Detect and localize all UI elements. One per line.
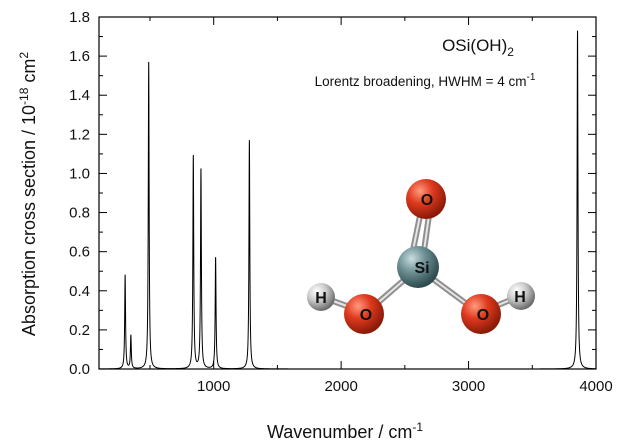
svg-text:O: O	[360, 307, 372, 324]
broadening-note: Lorentz broadening, HWHM = 4 cm-1	[315, 72, 536, 89]
x-tick-label: 3000	[452, 378, 485, 395]
atom-si: Si	[397, 246, 439, 288]
atom-o-left: O	[344, 294, 384, 334]
svg-text:Si: Si	[414, 260, 429, 277]
y-tick-label: 0.0	[69, 361, 90, 378]
y-tick-label: 0.2	[69, 322, 90, 339]
molecule-structure: H H O O O Si	[307, 179, 535, 334]
atom-h-right: H	[507, 282, 535, 310]
svg-text:H: H	[514, 289, 526, 306]
y-tick-label: 0.4	[69, 283, 90, 300]
x-axis-title: Wavenumber / cm-1	[267, 420, 423, 442]
x-tick-label: 1000	[197, 378, 230, 395]
svg-text:O: O	[477, 307, 489, 324]
y-tick-label: 1.6	[69, 48, 90, 65]
atom-o-right: O	[461, 294, 501, 334]
molecule-formula: OSi(OH)2	[442, 36, 514, 59]
y-tick-label: 0.8	[69, 205, 90, 222]
x-tick-label: 4000	[579, 378, 612, 395]
y-axis-ticks: 0.0 0.2 0.4 0.6 0.8 1.0 1.2 1.4 1.6 1.8	[69, 9, 596, 378]
x-tick-label: 2000	[324, 378, 357, 395]
svg-text:O: O	[421, 192, 433, 209]
plot-frame	[98, 16, 597, 370]
y-tick-label: 1.2	[69, 126, 90, 143]
x-axis-ticks: 1000 2000 3000 4000	[149, 17, 613, 395]
y-tick-label: 1.8	[69, 9, 90, 26]
y-axis-title: Absorption cross section / 10-18 cm2	[17, 52, 39, 336]
atom-o-top: O	[406, 179, 446, 219]
y-tick-label: 1.4	[69, 87, 90, 104]
y-tick-label: 1.0	[69, 165, 90, 182]
atom-h-left: H	[307, 283, 335, 311]
y-tick-label: 0.6	[69, 244, 90, 261]
svg-text:H: H	[315, 290, 327, 307]
